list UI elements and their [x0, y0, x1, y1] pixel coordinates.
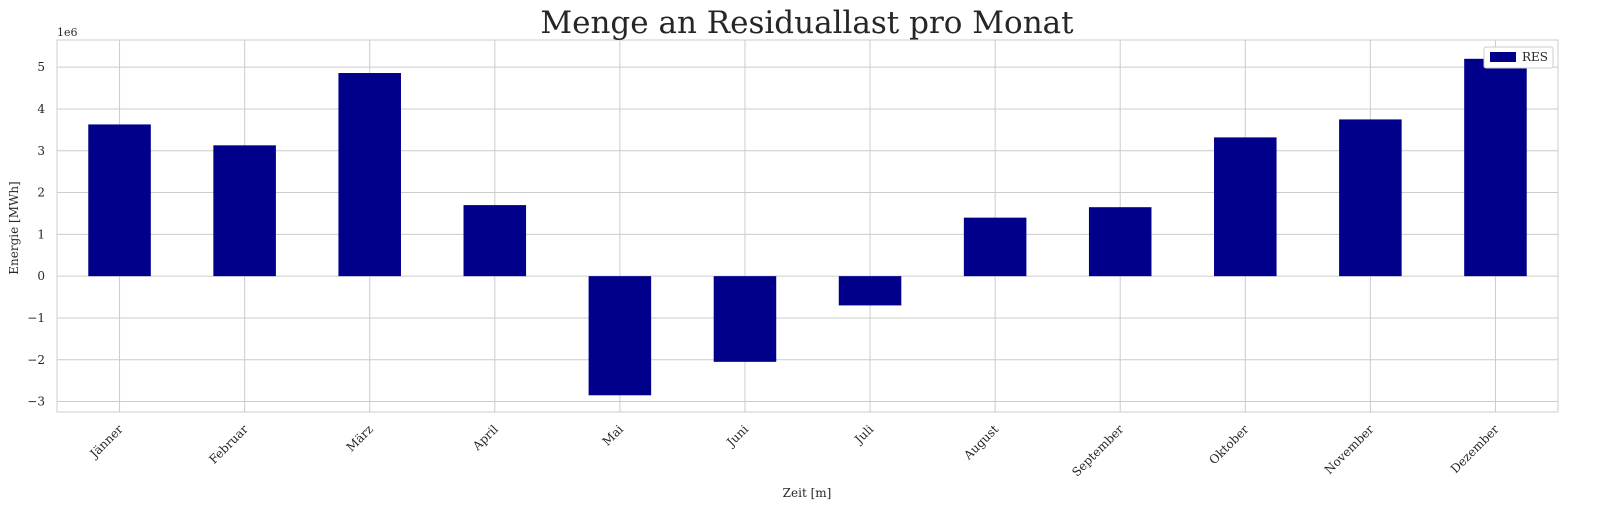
y-tick-label: 4 [37, 102, 45, 116]
bar-märz [338, 73, 401, 277]
bar-november [1339, 119, 1402, 277]
bars [88, 58, 1527, 396]
y-tick-label: 5 [37, 60, 45, 74]
x-tick-label: August [960, 422, 1001, 463]
x-tick-label: Juni [723, 422, 751, 450]
y-tick-label: −1 [27, 311, 45, 325]
y-offset-label: 1e6 [57, 26, 78, 39]
chart-title: Menge an Residuallast pro Monat [540, 5, 1074, 41]
x-tick-label: Mai [600, 422, 626, 448]
y-tick-label: 0 [37, 269, 45, 283]
x-tick-label: Jänner [86, 422, 126, 462]
bar-juli [838, 276, 902, 306]
bar-mai [588, 276, 652, 396]
bar-juni [713, 276, 777, 362]
bar-oktober [1214, 137, 1277, 277]
legend-swatch-res [1490, 52, 1516, 62]
bar-februar [213, 145, 276, 277]
x-tick-label: Februar [206, 422, 251, 467]
y-tick-label: −3 [27, 395, 45, 409]
legend-label-res: RES [1522, 50, 1548, 64]
bar-jänner [88, 124, 151, 277]
x-tick-label: März [344, 422, 376, 454]
x-tick-label: Oktober [1206, 422, 1251, 467]
y-tick-label: 3 [37, 144, 45, 158]
grid-lines [57, 40, 1558, 412]
bar-august [963, 217, 1027, 277]
x-axis-label: Zeit [m] [783, 486, 832, 500]
legend: RES [1483, 46, 1554, 69]
x-tick-label: September [1069, 422, 1126, 479]
bar-dezember [1464, 58, 1527, 277]
y-tick-label: 1 [37, 227, 45, 241]
y-tick-label: −2 [27, 353, 45, 367]
y-tick-labels: −3 −2 −1 0 1 2 3 4 5 [27, 60, 45, 408]
plot-frame [56, 39, 1559, 413]
x-tick-label: Dezember [1448, 422, 1502, 476]
x-tick-labels: Jänner Februar März April Mai Juni Juli August S… [86, 422, 1502, 479]
x-tick-label: Juli [851, 422, 877, 448]
y-axis-label: Energie [MWh] [7, 181, 21, 274]
x-tick-label: November [1322, 422, 1377, 477]
x-tick-label: April [469, 422, 501, 454]
y-tick-label: 2 [37, 186, 45, 200]
bar-september [1088, 207, 1152, 277]
bar-april [463, 205, 527, 277]
